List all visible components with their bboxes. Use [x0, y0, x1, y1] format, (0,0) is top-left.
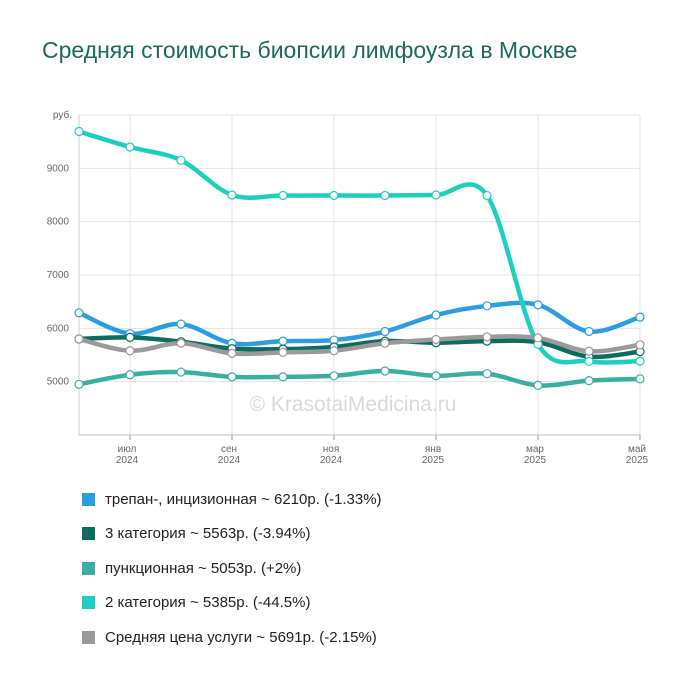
data-point-puncture[interactable]: [329, 371, 339, 381]
watermark-layer: © KrasotaiMedicina.ru: [250, 393, 457, 416]
legend-item-trepan[interactable]: трепан-, инцизионная ~ 6210р. (-1.33%): [82, 482, 642, 517]
legend-label: 3 категория ~ 5563р. (-3.94%): [105, 525, 311, 543]
data-point-average-price[interactable]: [482, 332, 492, 342]
legend-swatch: [82, 492, 95, 506]
axes: 50006000700080009000руб.июл2024сен2024но…: [47, 109, 649, 466]
legend-swatch: [82, 561, 95, 575]
data-point-trepan[interactable]: [482, 301, 492, 311]
data-point-category-2[interactable]: [635, 356, 645, 366]
data-point-puncture[interactable]: [635, 374, 645, 384]
data-point-puncture[interactable]: [533, 380, 543, 390]
legend-label: пункционная ~ 5053р. (+2%): [105, 559, 302, 577]
x-tick-month: май: [628, 444, 646, 455]
y-tick-label: 7000: [47, 270, 70, 281]
data-point-puncture[interactable]: [482, 369, 492, 379]
watermark: © KrasotaiMedicina.ru: [250, 393, 457, 416]
data-point-category-2[interactable]: [380, 190, 390, 201]
data-point-category-2[interactable]: [329, 190, 339, 201]
data-point-category-2[interactable]: [227, 190, 237, 200]
x-tick-year: 2025: [422, 455, 445, 466]
data-point-puncture[interactable]: [74, 379, 84, 389]
x-tick-year: 2024: [218, 455, 241, 466]
data-point-category-2[interactable]: [125, 142, 135, 152]
data-point-average-price[interactable]: [329, 346, 339, 356]
data-point-puncture[interactable]: [584, 376, 594, 386]
x-tick-month: июл: [118, 444, 137, 455]
data-point-average-price[interactable]: [227, 348, 237, 358]
data-point-trepan[interactable]: [584, 326, 594, 337]
data-point-category-2[interactable]: [74, 126, 84, 137]
data-point-trepan[interactable]: [533, 300, 543, 310]
legend-label: Средняя цена услуги ~ 5691р. (-2.15%): [105, 628, 377, 646]
series-line-puncture: [76, 368, 643, 388]
series-layer: [76, 129, 643, 388]
data-point-puncture[interactable]: [176, 367, 186, 377]
data-point-average-price[interactable]: [635, 340, 645, 350]
legend-label: 2 категория ~ 5385р. (-44.5%): [105, 594, 311, 612]
x-tick-month: янв: [425, 444, 441, 455]
x-tick-year: 2024: [116, 455, 139, 466]
data-point-category-2[interactable]: [482, 190, 492, 201]
data-point-puncture[interactable]: [431, 371, 441, 381]
data-point-puncture[interactable]: [125, 370, 135, 380]
data-point-trepan[interactable]: [635, 312, 645, 322]
x-tick-year: 2025: [524, 455, 547, 466]
data-point-average-price[interactable]: [125, 346, 135, 356]
data-point-trepan[interactable]: [278, 336, 288, 346]
data-point-puncture[interactable]: [278, 372, 288, 382]
x-tick-month: сен: [221, 444, 237, 455]
data-point-category-2[interactable]: [278, 190, 288, 201]
data-point-category-2[interactable]: [176, 155, 186, 165]
data-point-puncture[interactable]: [227, 372, 237, 382]
data-point-average-price[interactable]: [176, 338, 186, 348]
x-tick-month: ноя: [323, 444, 340, 455]
data-point-average-price[interactable]: [584, 346, 594, 356]
grid: [79, 114, 641, 435]
data-point-trepan[interactable]: [176, 319, 186, 329]
legend-swatch: [82, 596, 95, 610]
y-axis-unit: руб.: [53, 109, 72, 121]
chart-title: Средняя стоимость биопсии лимфоузла в Мо…: [42, 37, 578, 63]
legend-item-category-3[interactable]: 3 категория ~ 5563р. (-3.94%): [82, 517, 642, 552]
x-tick-year: 2024: [320, 455, 343, 466]
legend-item-category-2[interactable]: 2 категория ~ 5385р. (-44.5%): [82, 586, 642, 621]
data-point-average-price[interactable]: [380, 338, 390, 348]
data-point-trepan[interactable]: [380, 326, 390, 337]
y-tick-label: 6000: [47, 323, 70, 334]
legend-label: трепан-, инцизионная ~ 6210р. (-1.33%): [105, 490, 382, 508]
x-tick-year: 2025: [626, 455, 649, 466]
data-point-puncture[interactable]: [380, 366, 390, 376]
data-point-category-2[interactable]: [584, 356, 594, 366]
x-tick-month: мар: [526, 444, 544, 455]
data-point-average-price[interactable]: [74, 334, 84, 344]
data-point-category-2[interactable]: [431, 190, 441, 200]
data-point-average-price[interactable]: [533, 333, 543, 343]
data-point-average-price[interactable]: [278, 347, 288, 357]
data-point-category-3[interactable]: [125, 332, 135, 342]
legend-item-average-price[interactable]: Средняя цена услуги ~ 5691р. (-2.15%): [82, 620, 642, 655]
y-tick-label: 5000: [47, 377, 70, 388]
legend-swatch: [82, 527, 95, 541]
data-point-trepan[interactable]: [431, 310, 441, 320]
points-layer: [74, 126, 645, 390]
data-point-average-price[interactable]: [431, 334, 441, 345]
legend-swatch: [82, 630, 95, 644]
y-tick-label: 8000: [47, 217, 70, 228]
legend: трепан-, инцизионная ~ 6210р. (-1.33%) 3 …: [82, 482, 642, 655]
legend-item-puncture[interactable]: пункционная ~ 5053р. (+2%): [82, 551, 642, 586]
y-tick-label: 9000: [47, 163, 70, 174]
data-point-trepan[interactable]: [74, 308, 84, 318]
